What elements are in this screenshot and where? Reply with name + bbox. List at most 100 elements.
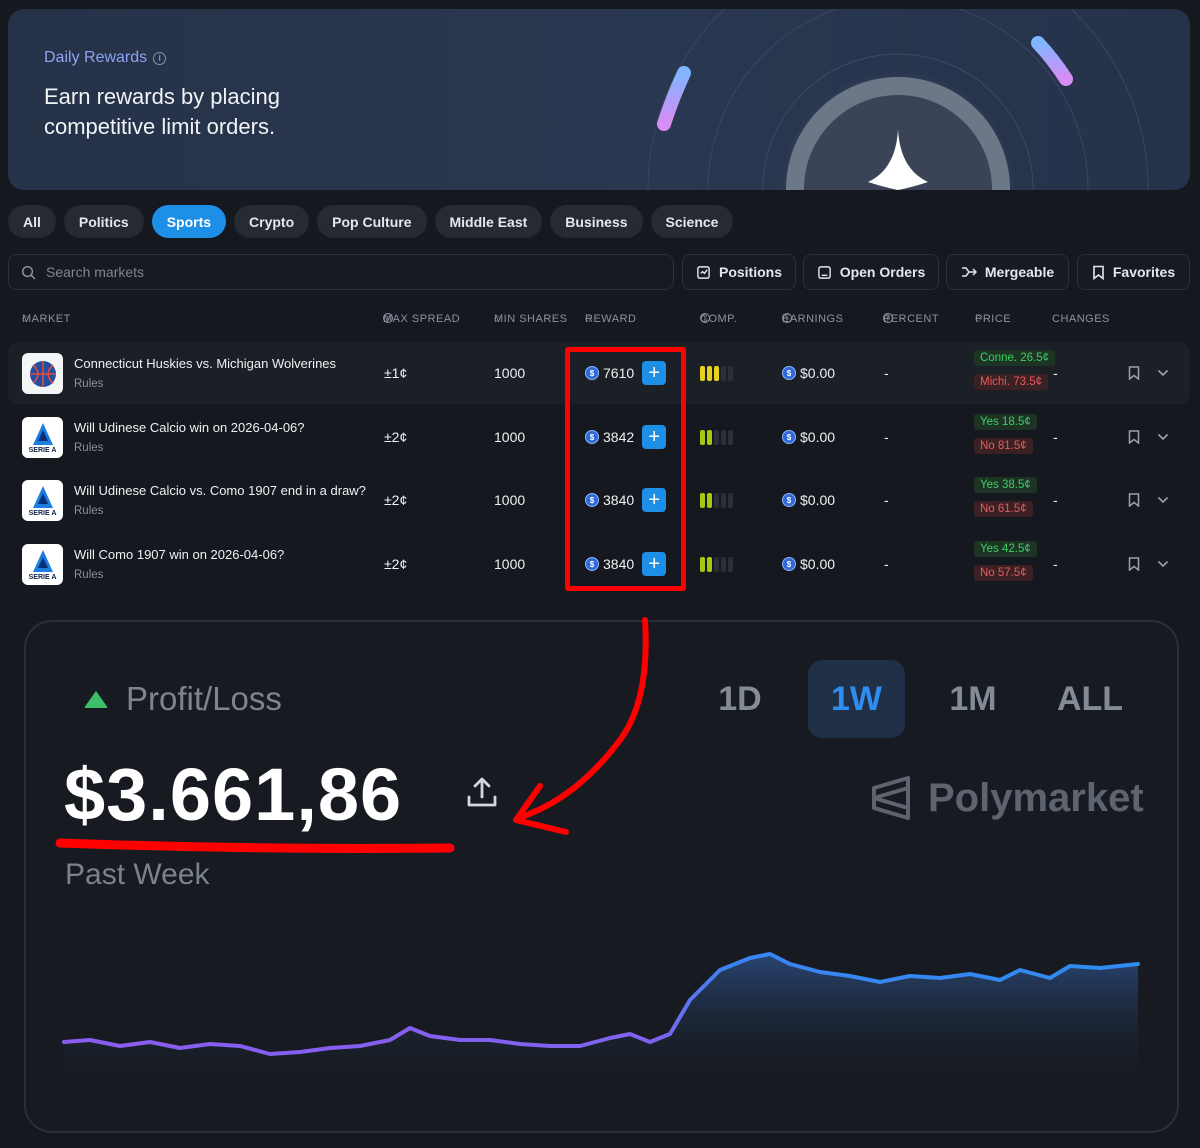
bookmark-button[interactable] — [1128, 533, 1140, 595]
header-reward[interactable]: REWARD ◇ — [585, 313, 637, 325]
chevron-down-icon — [1157, 369, 1169, 377]
add-reward-button[interactable]: + — [642, 361, 667, 385]
tab-crypto[interactable]: Crypto — [234, 205, 310, 238]
price-no[interactable]: No 61.5¢ — [974, 501, 1033, 517]
expand-button[interactable] — [1157, 469, 1169, 531]
tab-business[interactable]: Business — [550, 205, 643, 238]
pnl-period: Past Week — [65, 858, 210, 891]
add-reward-button[interactable]: + — [642, 552, 667, 576]
tab-pop-culture[interactable]: Pop Culture — [317, 205, 427, 238]
serie-a-logo: SERIE A — [22, 417, 63, 458]
price-no[interactable]: No 81.5¢ — [974, 438, 1033, 454]
tab-middle-east[interactable]: Middle East — [434, 205, 543, 238]
rules-link[interactable]: Rules — [74, 378, 104, 390]
price-no[interactable]: No 57.5¢ — [974, 565, 1033, 581]
market-title[interactable]: Will Como 1907 win on 2026-04-06? — [74, 547, 285, 562]
rules-link[interactable]: Rules — [74, 442, 104, 454]
reward-cell: $7610 + — [585, 342, 667, 404]
expand-button[interactable] — [1157, 342, 1169, 404]
pnl-value: $3.661,86 — [64, 753, 403, 836]
earnings-cell: $ $0.00 — [782, 533, 835, 595]
bookmark-icon — [1093, 265, 1104, 280]
usdc-coin-icon: $ — [585, 557, 599, 571]
rules-link[interactable]: Rules — [74, 569, 104, 581]
table-row[interactable]: SERIE A Will Udinese Calcio win on 2026-0… — [8, 406, 1190, 468]
comp-bar — [707, 429, 712, 445]
positions-button[interactable]: Positions — [682, 254, 796, 290]
timeframe-1w[interactable]: 1W — [808, 660, 905, 738]
mergeable-button[interactable]: Mergeable — [946, 254, 1069, 290]
tab-politics[interactable]: Politics — [63, 205, 144, 238]
header-min-shares[interactable]: MIN SHARES ◇ — [494, 313, 568, 325]
trend-up-icon — [84, 690, 108, 708]
tab-sports[interactable]: Sports — [151, 205, 227, 238]
timeframe-all[interactable]: ALL — [1056, 679, 1124, 718]
price-yes[interactable]: Yes 18.5¢ — [974, 414, 1037, 430]
usdc-coin-icon: $ — [782, 557, 796, 571]
polymarket-logo: Polymarket — [870, 774, 1144, 822]
favorites-button[interactable]: Favorites — [1077, 254, 1190, 290]
max-spread: ±2¢ — [384, 492, 408, 508]
info-icon[interactable]: i — [153, 51, 167, 65]
pnl-title: Profit/Loss — [84, 680, 282, 718]
header-comp[interactable]: COMP. i ◇ — [700, 313, 738, 325]
competition-meter — [700, 342, 733, 404]
comp-bar — [721, 429, 726, 445]
comp-bar — [707, 556, 712, 572]
price-no[interactable]: Michi. 73.5¢ — [974, 374, 1049, 390]
header-earnings[interactable]: EARNINGS i ◇ — [782, 313, 844, 325]
header-market[interactable]: MARKET ◇ — [22, 313, 71, 325]
table-row[interactable]: Connecticut Huskies vs. Michigan Wolveri… — [8, 342, 1190, 404]
market-title[interactable]: Will Udinese Calcio win on 2026-04-06? — [74, 420, 305, 435]
price-yes[interactable]: Conne. 26.5¢ — [974, 350, 1056, 366]
comp-bar — [728, 429, 733, 445]
rules-link[interactable]: Rules — [74, 505, 104, 517]
reward-value: 3842 — [603, 429, 635, 445]
reward-value: 3840 — [603, 492, 635, 508]
header-price[interactable]: PRICE ◇ — [975, 313, 1012, 325]
usdc-coin-icon: $ — [585, 366, 599, 380]
comp-bar — [721, 556, 726, 572]
bookmark-button[interactable] — [1128, 406, 1140, 468]
earnings-value: $0.00 — [800, 492, 836, 508]
percent-value: - — [884, 365, 889, 381]
price-yes[interactable]: Yes 42.5¢ — [974, 541, 1037, 557]
earnings-cell: $ $0.00 — [782, 406, 835, 468]
changes-value: - — [1053, 429, 1058, 445]
bookmark-button[interactable] — [1128, 469, 1140, 531]
category-tabs: All Politics Sports Crypto Pop Culture M… — [8, 205, 734, 238]
market-title[interactable]: Will Udinese Calcio vs. Como 1907 end in… — [74, 483, 366, 498]
tab-all[interactable]: All — [8, 205, 56, 238]
usdc-coin-icon: $ — [782, 493, 796, 507]
usdc-coin-icon: $ — [585, 493, 599, 507]
earnings-cell: $ $0.00 — [782, 469, 835, 531]
competition-meter — [700, 406, 733, 468]
chevron-down-icon — [1157, 433, 1169, 441]
bookmark-button[interactable] — [1128, 342, 1140, 404]
table-row[interactable]: SERIE A Will Udinese Calcio vs. Como 1907… — [8, 469, 1190, 531]
max-spread: ±2¢ — [384, 429, 408, 445]
bookmark-icon — [1128, 366, 1140, 380]
table-row[interactable]: SERIE A Will Como 1907 win on 2026-04-06?… — [8, 533, 1190, 595]
basketball-icon — [29, 360, 56, 387]
open-orders-button[interactable]: Open Orders — [803, 254, 939, 290]
search-input[interactable] — [46, 264, 646, 280]
market-title[interactable]: Connecticut Huskies vs. Michigan Wolveri… — [74, 356, 337, 371]
bookmark-icon — [1128, 557, 1140, 571]
pnl-line-chart — [62, 952, 1140, 1090]
header-percent[interactable]: PERCENT i ◇ — [883, 313, 940, 325]
expand-button[interactable] — [1157, 533, 1169, 595]
reward-highlight-box — [565, 347, 686, 591]
expand-button[interactable] — [1157, 406, 1169, 468]
share-icon[interactable] — [465, 775, 499, 809]
price-yes[interactable]: Yes 38.5¢ — [974, 477, 1037, 493]
usdc-coin-icon: $ — [782, 430, 796, 444]
add-reward-button[interactable]: + — [642, 488, 667, 512]
timeframe-1m[interactable]: 1M — [949, 679, 997, 718]
comp-bar — [714, 556, 719, 572]
tab-science[interactable]: Science — [650, 205, 734, 238]
add-reward-button[interactable]: + — [642, 425, 667, 449]
timeframe-1d[interactable]: 1D — [718, 679, 762, 718]
header-max-spread[interactable]: MAX SPREAD i ◇ — [383, 313, 461, 325]
comp-bar — [728, 365, 733, 381]
